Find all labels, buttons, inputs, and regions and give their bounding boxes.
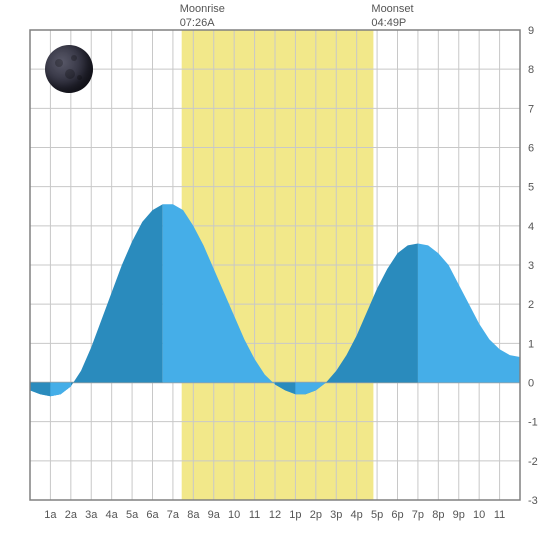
moonrise-label-text: Moonrise (180, 2, 225, 16)
tide-chart-container: Moonrise 07:26A Moonset 04:49P -3-2-1012… (0, 0, 550, 550)
x-tick-label: 1a (44, 509, 57, 521)
x-tick-label: 9p (453, 509, 465, 521)
x-tick-label: 3a (85, 509, 98, 521)
moonrise-time: 07:26A (180, 16, 225, 30)
moonset-time: 04:49P (371, 16, 413, 30)
x-tick-label: 7a (167, 509, 180, 521)
x-tick-label: 8a (187, 509, 200, 521)
x-tick-label: 5a (126, 509, 139, 521)
y-tick-label: 2 (528, 299, 534, 311)
y-tick-label: -2 (528, 456, 538, 468)
y-tick-label: -3 (528, 495, 538, 507)
moonset-label-text: Moonset (371, 2, 413, 16)
y-tick-label: 7 (528, 103, 534, 115)
x-tick-label: 6p (391, 509, 403, 521)
x-tick-label: 9a (208, 509, 221, 521)
x-tick-label: 8p (432, 509, 444, 521)
x-tick-label: 2a (65, 509, 78, 521)
moonrise-label: Moonrise 07:26A (180, 2, 225, 31)
y-tick-label: 5 (528, 182, 534, 194)
x-tick-label: 10 (473, 509, 485, 521)
y-tick-label: 0 (528, 378, 534, 390)
y-tick-label: 9 (528, 25, 534, 37)
moon-icon (45, 45, 93, 93)
y-tick-label: -1 (528, 417, 538, 429)
moonset-label: Moonset 04:49P (371, 2, 413, 31)
x-tick-label: 11 (249, 509, 260, 521)
x-tick-label: 3p (330, 509, 342, 521)
y-tick-label: 8 (528, 64, 534, 76)
tide-area (50, 204, 162, 396)
y-tick-label: 3 (528, 260, 534, 272)
x-tick-label: 6a (146, 509, 159, 521)
tide-area (418, 243, 520, 382)
x-tick-label: 10 (228, 509, 240, 521)
y-tick-label: 4 (528, 221, 534, 233)
x-tick-label: 7p (412, 509, 424, 521)
y-tick-label: 6 (528, 143, 534, 155)
x-tick-label: 1p (289, 509, 301, 521)
x-tick-label: 11 (494, 509, 505, 521)
x-tick-label: 4p (351, 509, 363, 521)
y-tick-label: 1 (528, 338, 534, 350)
x-tick-label: 2p (310, 509, 322, 521)
x-tick-label: 5p (371, 509, 383, 521)
x-tick-label: 12 (269, 509, 281, 521)
x-tick-label: 4a (106, 509, 119, 521)
